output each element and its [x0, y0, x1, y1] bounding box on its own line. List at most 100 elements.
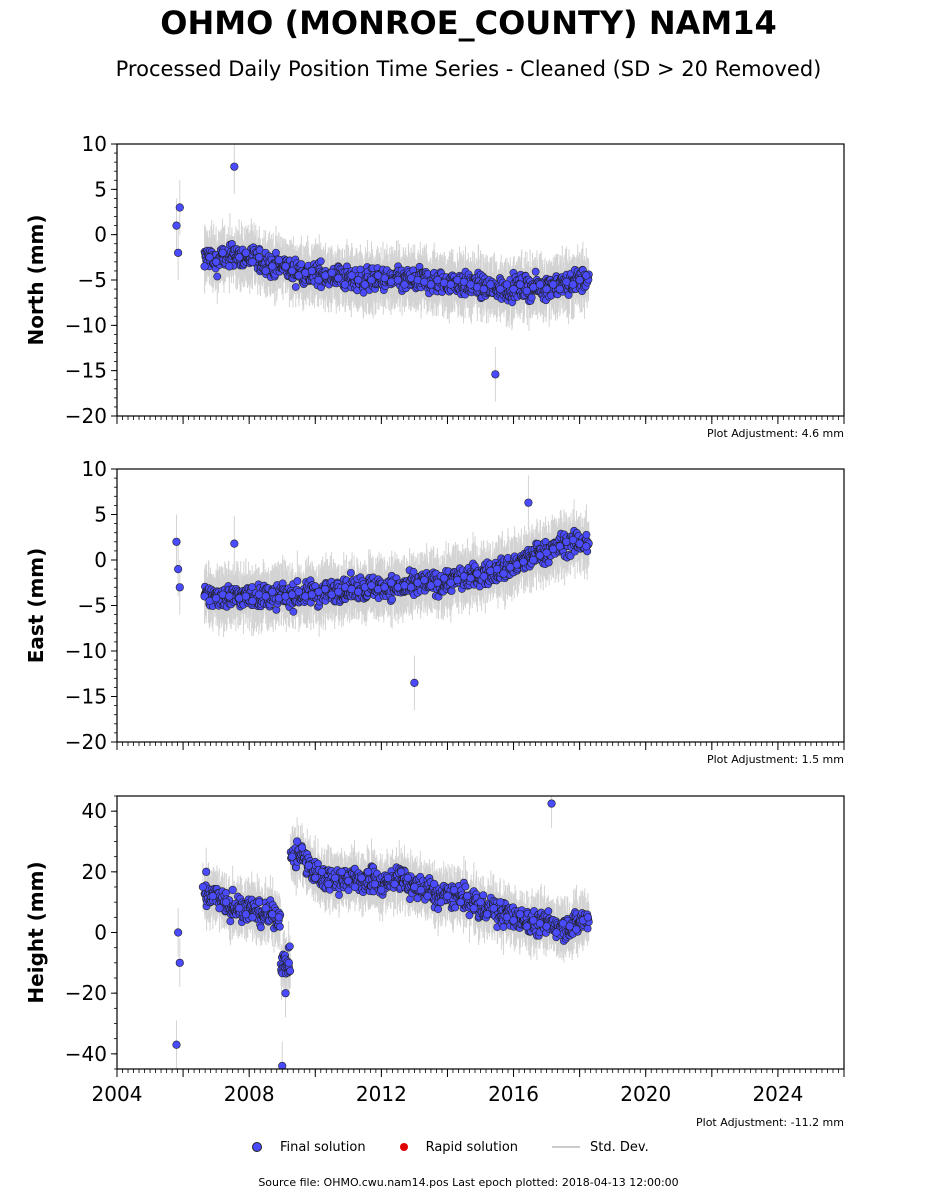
- data-point: [346, 568, 355, 577]
- data-point: [479, 572, 488, 581]
- data-point: [218, 248, 227, 257]
- data-point: [433, 578, 442, 587]
- panel-1: 10 5 0 −5 −10 −15 −20 East (mm) Plot Adjustment:…: [24, 457, 845, 766]
- y-tick-label: −10: [65, 639, 107, 663]
- data-point: [172, 221, 181, 230]
- data-point: [516, 280, 525, 289]
- data-point: [261, 592, 270, 601]
- final-solution-points: [172, 162, 593, 379]
- data-point: [582, 530, 591, 539]
- data-point: [388, 595, 397, 604]
- y-tick-label: 10: [82, 457, 107, 481]
- panel-data-1: [172, 475, 593, 711]
- data-point: [529, 555, 538, 565]
- data-point: [289, 607, 298, 616]
- data-point: [499, 569, 508, 578]
- final-solution-points: [172, 498, 593, 687]
- data-point: [380, 274, 389, 283]
- plot-adjustment-note: Plot Adjustment: 1.5 mm: [707, 753, 844, 766]
- data-point: [420, 575, 429, 585]
- data-point: [527, 293, 536, 302]
- data-point: [347, 271, 356, 280]
- data-point: [241, 592, 250, 601]
- y-axis-label: North (mm): [24, 214, 48, 345]
- data-point: [172, 537, 181, 546]
- data-point: [367, 275, 376, 285]
- data-point: [380, 583, 389, 592]
- data-point: [360, 280, 369, 289]
- data-point: [492, 564, 502, 574]
- data-point: [281, 262, 290, 271]
- data-point: [307, 266, 317, 276]
- y-tick-label: −15: [65, 359, 107, 383]
- data-point: [268, 262, 277, 271]
- data-point: [522, 286, 531, 295]
- data-point: [261, 266, 270, 276]
- data-point: [175, 203, 184, 212]
- data-point: [205, 253, 214, 262]
- data-point: [542, 548, 551, 557]
- data-point: [241, 248, 250, 257]
- data-point: [327, 268, 336, 277]
- data-point: [225, 592, 234, 601]
- data-point: [293, 577, 302, 585]
- y-tick-label: 0: [94, 548, 107, 572]
- y-tick-label: −10: [65, 313, 107, 337]
- data-point: [555, 542, 564, 551]
- data-point: [410, 678, 419, 687]
- chart-subtitle: Processed Daily Position Time Series - C…: [115, 57, 822, 81]
- data-point: [175, 583, 184, 592]
- data-point: [254, 253, 264, 262]
- data-point: [291, 283, 300, 291]
- data-point: [268, 587, 277, 596]
- data-point: [334, 587, 343, 596]
- y-axis-label: East (mm): [24, 548, 48, 664]
- data-point: [174, 564, 183, 574]
- data-point: [400, 280, 409, 289]
- panel-data-0: [172, 144, 593, 402]
- data-point: [542, 284, 551, 294]
- data-point: [549, 280, 558, 289]
- plot-adjustment-note: Plot Adjustment: 4.6 mm: [707, 427, 844, 440]
- data-point: [288, 266, 297, 276]
- y-tick-label: 5: [94, 177, 107, 201]
- data-point: [316, 257, 325, 266]
- panel-0: 10 5 0 −5 −10 −15 −20 North (mm) Plot Adjustment…: [24, 132, 845, 440]
- y-tick-label: 10: [82, 132, 107, 156]
- data-point: [334, 274, 343, 283]
- y-tick-label: −5: [78, 594, 107, 618]
- y-tick-label: −5: [78, 268, 107, 292]
- data-point: [274, 255, 284, 265]
- data-point: [568, 535, 578, 545]
- data-point: [524, 498, 533, 507]
- data-point: [212, 257, 221, 266]
- data-point: [453, 575, 462, 585]
- y-tick-label: −15: [65, 685, 107, 709]
- data-point: [230, 162, 239, 171]
- data-point: [212, 594, 221, 603]
- data-point: [531, 267, 540, 276]
- data-point: [466, 574, 475, 583]
- panel-data-2: [172, 796, 593, 1069]
- data-point: [367, 581, 376, 590]
- data-point: [568, 280, 578, 289]
- data-point: [248, 596, 257, 606]
- data-point: [509, 284, 518, 294]
- data-point: [407, 583, 416, 592]
- data-point: [393, 275, 402, 285]
- data-point: [174, 248, 183, 257]
- data-point: [447, 587, 456, 595]
- data-point: [582, 271, 591, 280]
- data-point: [200, 262, 209, 271]
- data-point: [519, 557, 528, 566]
- data-point: [491, 370, 500, 379]
- data-point: [354, 587, 363, 596]
- data-point: [544, 558, 553, 567]
- data-point: [225, 262, 234, 271]
- data-point: [446, 280, 455, 289]
- data-point: [248, 257, 257, 266]
- data-point: [535, 280, 545, 289]
- data-point: [340, 280, 350, 289]
